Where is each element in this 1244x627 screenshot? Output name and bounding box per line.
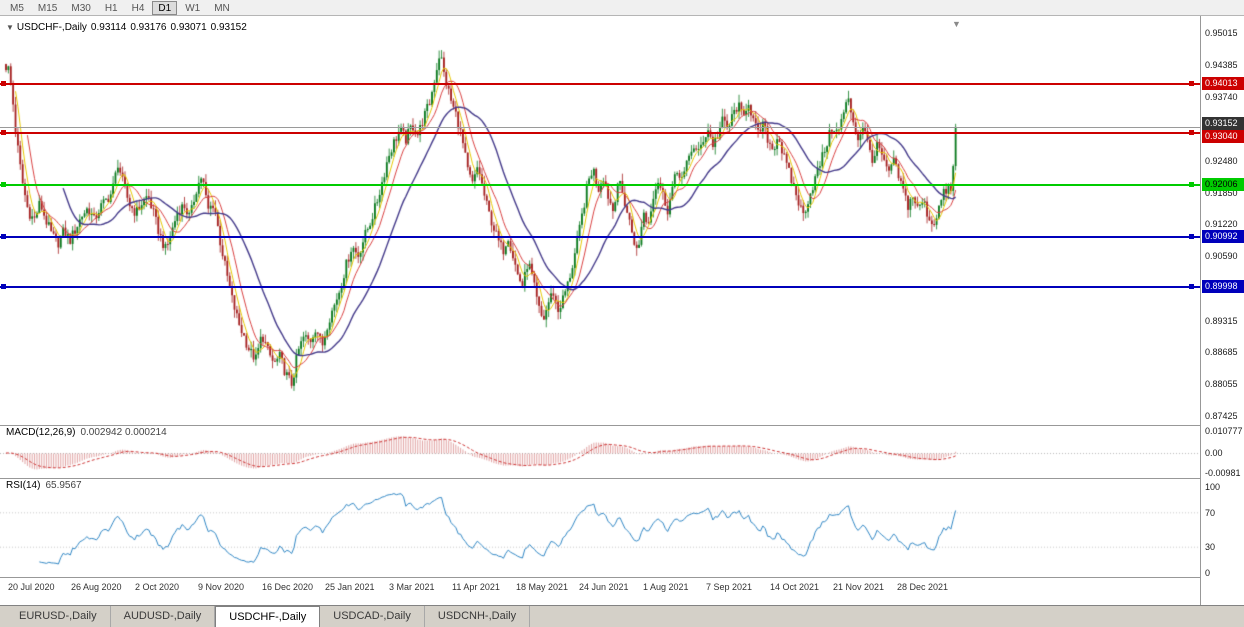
price-tick: 0.91850: [1205, 188, 1238, 198]
price-tick: 0.95015: [1205, 28, 1238, 38]
date-label: 9 Nov 2020: [198, 582, 245, 592]
price-chart-canvas[interactable]: [0, 16, 1200, 604]
date-label: 1 Aug 2021: [643, 582, 689, 592]
date-label: 28 Dec 2021: [897, 582, 949, 592]
macd-label: MACD(12,26,9) 0.002942 0.000214: [6, 427, 167, 438]
price-badge-support-green: 0.92006: [1202, 178, 1244, 191]
timeframe-h1[interactable]: H1: [104, 2, 118, 14]
macd-panel-separator[interactable]: [0, 425, 1244, 426]
chart-ohlc-header: ▼ USDCHF-,Daily 0.93114 0.93176 0.93071 0.931…: [6, 22, 251, 33]
macd-axis-tick: 0.00: [1205, 448, 1223, 458]
price-tick: 0.87425: [1205, 411, 1238, 421]
date-label: 14 Oct 2021: [770, 582, 820, 592]
price-badge-support-blue-1: 0.90992: [1202, 230, 1244, 243]
price-badge-resistance-2: 0.93040: [1202, 130, 1244, 143]
price-tick: 0.94385: [1205, 60, 1238, 70]
macd-title: MACD(12,26,9): [6, 427, 76, 438]
date-label: 20 Jul 2020: [8, 582, 55, 592]
chart-tab-bar: EURUSD-,Daily AUDUSD-,Daily USDCHF-,Dail…: [0, 605, 1244, 627]
date-label: 18 May 2021: [516, 582, 569, 592]
price-tick: 0.88685: [1205, 347, 1238, 357]
macd-axis-tick: -0.00981: [1205, 468, 1241, 478]
rsi-panel-separator[interactable]: [0, 478, 1244, 479]
price-tick: 0.91220: [1205, 219, 1238, 229]
timeframe-toolbar: M5 M15 M30 H1 H4 D1 W1 MN: [0, 0, 1244, 16]
timeframe-m5[interactable]: M5: [10, 2, 24, 14]
support-line-090992[interactable]: [0, 234, 1200, 239]
timeframe-mn[interactable]: MN: [214, 2, 230, 14]
chart-tab-eurusd[interactable]: EURUSD-,Daily: [6, 606, 111, 627]
date-label: 16 Dec 2020: [262, 582, 314, 592]
price-badge-current: 0.93152: [1202, 117, 1244, 130]
date-label: 7 Sep 2021: [706, 582, 753, 592]
current-price-line: [0, 127, 1200, 128]
ohlc-open: 0.93114: [90, 22, 127, 33]
timeframe-m30[interactable]: M30: [71, 2, 91, 14]
chart-tab-usdcnh[interactable]: USDCNH-,Daily: [425, 606, 531, 627]
resistance-line-094013[interactable]: [0, 81, 1200, 86]
symbol-dropdown-icon[interactable]: ▼: [6, 23, 14, 32]
timeframe-w1[interactable]: W1: [185, 2, 201, 14]
chart-region: ▼ USDCHF-,Daily 0.93114 0.93176 0.93071 0.931…: [0, 16, 1244, 605]
rsi-axis-tick: 0: [1205, 568, 1211, 578]
date-label: 25 Jan 2021: [325, 582, 375, 592]
rsi-title: RSI(14): [6, 480, 41, 491]
chart-shift-marker-icon[interactable]: ▼: [952, 19, 961, 29]
rsi-axis-tick: 30: [1205, 542, 1216, 552]
rsi-axis-tick: 70: [1205, 508, 1216, 518]
chart-symbol-label: USDCHF-,Daily: [16, 22, 87, 33]
ohlc-high: 0.93176: [130, 22, 167, 33]
rsi-value: 65.9567: [45, 480, 82, 491]
price-tick: 0.89315: [1205, 316, 1238, 326]
price-tick: 0.92480: [1205, 156, 1238, 166]
rsi-axis-tick: 100: [1205, 482, 1221, 492]
price-tick: 0.93740: [1205, 92, 1238, 102]
rsi-label: RSI(14) 65.9567: [6, 480, 82, 491]
price-tick: 0.88055: [1205, 379, 1238, 389]
date-label: 26 Aug 2020: [71, 582, 122, 592]
date-label: 21 Nov 2021: [833, 582, 885, 592]
support-line-089998[interactable]: [0, 284, 1200, 289]
timeframe-d1[interactable]: D1: [152, 0, 178, 15]
ohlc-low: 0.93071: [170, 22, 207, 33]
resistance-line-093040[interactable]: [0, 130, 1200, 135]
chart-tab-usdcad[interactable]: USDCAD-,Daily: [320, 606, 425, 627]
support-line-092006[interactable]: [0, 182, 1200, 187]
chart-tab-usdchf[interactable]: USDCHF-,Daily: [215, 606, 321, 627]
date-label: 11 Apr 2021: [452, 582, 500, 592]
price-badge-resistance-1: 0.94013: [1202, 77, 1244, 90]
date-label: 2 Oct 2020: [135, 582, 180, 592]
timeframe-h4[interactable]: H4: [131, 2, 145, 14]
time-axis-separator: [0, 577, 1244, 578]
timeframe-m15[interactable]: M15: [37, 2, 58, 14]
macd-axis-tick: 0.010777: [1205, 426, 1243, 436]
price-tick: 0.90590: [1205, 251, 1238, 261]
macd-values: 0.002942 0.000214: [80, 427, 167, 438]
price-badge-support-blue-2: 0.89998: [1202, 280, 1244, 293]
date-label: 3 Mar 2021: [389, 582, 435, 592]
date-label: 24 Jun 2021: [579, 582, 629, 592]
price-scale[interactable]: 0.95015 0.94385 0.93740 0.92480 0.91850 …: [1200, 16, 1244, 605]
ohlc-close: 0.93152: [210, 22, 247, 33]
chart-tab-audusd[interactable]: AUDUSD-,Daily: [111, 606, 216, 627]
